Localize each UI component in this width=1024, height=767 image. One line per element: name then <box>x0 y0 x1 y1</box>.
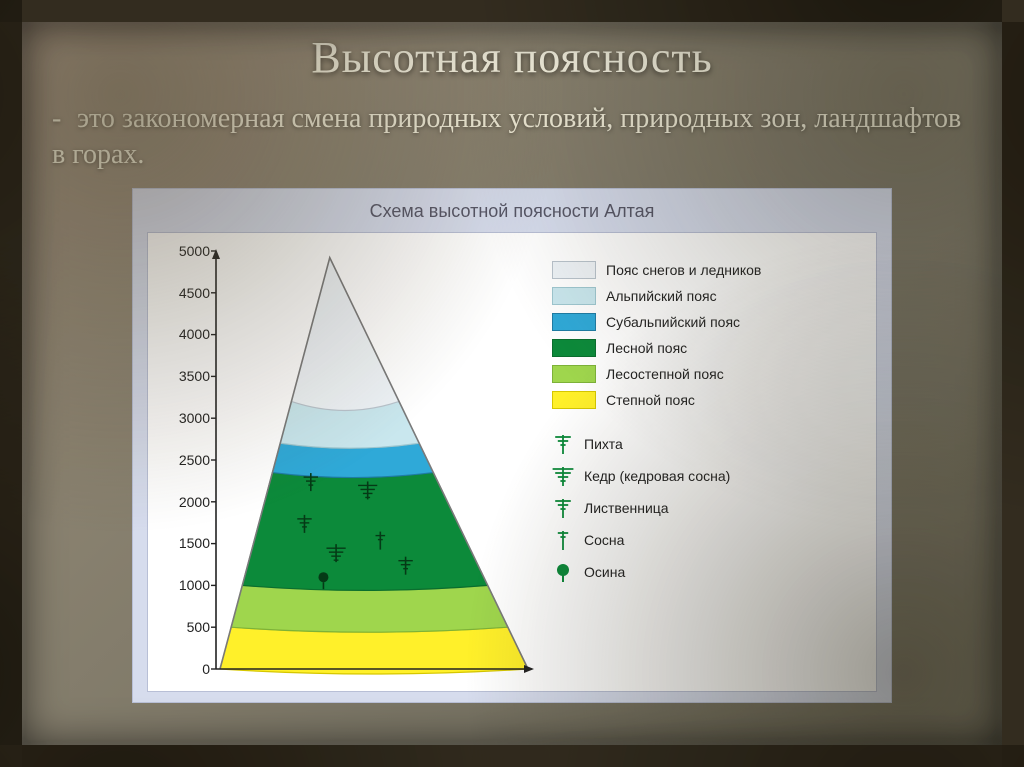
legend-zone-label: Субальпийский пояс <box>606 314 740 330</box>
legend-tree-label: Лиственница <box>584 500 669 516</box>
x-axis-arrow <box>524 665 534 673</box>
chart-container: Схема высотной поясности Алтая 0 500 1000 1… <box>132 188 892 703</box>
ytick-label: 1500 <box>164 535 210 551</box>
aspen-icon <box>552 561 574 583</box>
ytick-label: 3500 <box>164 368 210 384</box>
legend-zone-label: Лесной пояс <box>606 340 687 356</box>
ytick-label: 4000 <box>164 326 210 342</box>
axes-svg <box>158 243 538 683</box>
legend-zone-snow: Пояс снегов и ледников <box>552 261 864 279</box>
legend-tree-label: Сосна <box>584 532 624 548</box>
legend-tree-aspen: Осина <box>552 561 864 583</box>
legend-tree-label: Кедр (кедровая сосна) <box>584 468 730 484</box>
legend-zone-steppe: Степной пояс <box>552 391 864 409</box>
legend-zone-alpine: Альпийский пояс <box>552 287 864 305</box>
larch-icon <box>552 497 574 519</box>
legend-tree-cedar: Кедр (кедровая сосна) <box>552 465 864 487</box>
ytick-label: 1000 <box>164 577 210 593</box>
ytick-label: 500 <box>164 619 210 635</box>
legend-swatch <box>552 261 596 279</box>
legend-zone-label: Лесостепной пояс <box>606 366 724 382</box>
page-title: Высотная поясность <box>52 32 972 83</box>
legend-zone-forest: Лесной пояс <box>552 339 864 357</box>
legend-tree-fir: Пихта <box>552 433 864 455</box>
legend-zone-subalpine: Субальпийский пояс <box>552 313 864 331</box>
legend-tree-pine: Сосна <box>552 529 864 551</box>
legend-tree-label: Осина <box>584 564 625 580</box>
definition-body: это закономерная смена природных условий… <box>52 103 961 170</box>
ytick-label: 3000 <box>164 410 210 426</box>
cedar-icon <box>552 465 574 487</box>
legend-swatch <box>552 339 596 357</box>
chart-title: Схема высотной поясности Алтая <box>147 201 877 222</box>
ytick-label: 0 <box>164 661 210 677</box>
legend-tree-larch: Лиственница <box>552 497 864 519</box>
legend-tree-label: Пихта <box>584 436 623 452</box>
legend-swatch <box>552 287 596 305</box>
legend-swatch <box>552 365 596 383</box>
legend-swatch <box>552 391 596 409</box>
legend: Пояс снегов и ледников Альпийский пояс С… <box>552 243 864 683</box>
plot-area: 0 500 1000 1500 2000 2500 3000 3500 4000 4500 5000 <box>158 243 538 683</box>
legend-zone-label: Степной пояс <box>606 392 695 408</box>
chart-body: 0 500 1000 1500 2000 2500 3000 3500 4000 4500 5000… <box>147 232 877 692</box>
pine-icon <box>552 529 574 551</box>
legend-swatch <box>552 313 596 331</box>
ytick-label: 2500 <box>164 452 210 468</box>
ytick-label: 4500 <box>164 285 210 301</box>
fir-icon <box>552 433 574 455</box>
ytick-label: 2000 <box>164 494 210 510</box>
legend-zone-foreststeppe: Лесостепной пояс <box>552 365 864 383</box>
legend-zone-label: Пояс снегов и ледников <box>606 262 761 278</box>
legend-zone-label: Альпийский пояс <box>606 288 717 304</box>
ytick-label: 5000 <box>164 243 210 259</box>
definition-text: - это закономерная смена природных услов… <box>52 101 972 174</box>
